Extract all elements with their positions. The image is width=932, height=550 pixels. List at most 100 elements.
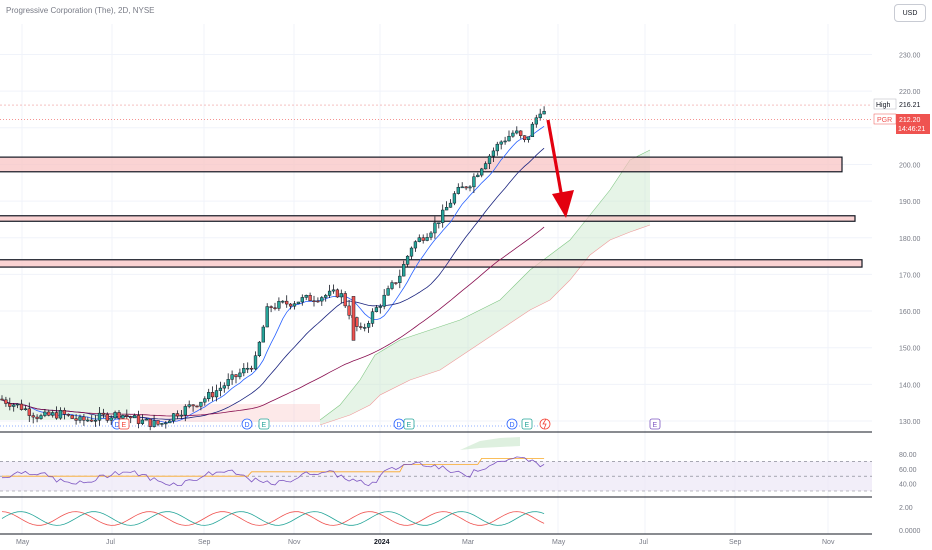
earnings-letter: E [407, 422, 412, 429]
candle-up [292, 303, 297, 307]
candle-up [296, 301, 301, 304]
price-level-lines [0, 104, 872, 427]
ichimoku-cloud [0, 149, 651, 426]
rsi-tick-label: 80.00 [899, 452, 917, 459]
last-price-tag-box [896, 114, 930, 134]
candle-up [187, 404, 191, 407]
candle-up [23, 408, 28, 411]
candle-up [386, 288, 390, 296]
candle-up [405, 255, 410, 265]
candle-up [207, 392, 211, 400]
candle-up [472, 176, 476, 188]
support-zones [0, 156, 863, 268]
candle-up [93, 419, 98, 422]
candle-up [168, 420, 172, 424]
candle-up [515, 130, 519, 134]
candle-up [511, 132, 515, 137]
candle-up [214, 390, 219, 398]
candle-down [316, 300, 320, 303]
candle-down [47, 411, 51, 416]
candle-down [31, 415, 35, 418]
candle-up [43, 411, 47, 416]
candle-up [203, 398, 207, 403]
candle-down [288, 303, 293, 307]
earnings-letter: E [262, 422, 267, 429]
candle-down [347, 305, 351, 316]
arrow-head [552, 190, 574, 218]
candle-down [519, 130, 523, 136]
lightning-icon [542, 418, 547, 430]
candle-down [335, 289, 340, 298]
time-tick-label: May [552, 539, 566, 546]
candle-up [265, 306, 269, 328]
candle-up [238, 372, 242, 378]
price-tags: High 216.21 PGR 212.20 14:46:21 [873, 98, 930, 134]
candle-up [257, 341, 262, 357]
candle-down [312, 300, 316, 302]
ma-fast-line [1, 125, 545, 424]
candle-up [378, 306, 382, 308]
candle-up [327, 290, 332, 296]
time-tick-label: Nov [822, 539, 835, 546]
candle-up [409, 247, 414, 257]
candle-down [210, 392, 215, 398]
down-arrow-annotation [546, 119, 574, 218]
price-tick-label: 160.00 [899, 309, 921, 316]
candle-down [62, 410, 67, 415]
currency-button[interactable]: USD [894, 4, 926, 22]
candle-up [456, 186, 460, 194]
candle-up [246, 367, 250, 370]
rsi-ma-line [2, 458, 545, 477]
price-tick-label: 140.00 [899, 382, 921, 389]
symbol-tag: PGR [877, 117, 892, 124]
dividend-marker [506, 418, 518, 430]
candle-up [152, 420, 156, 427]
time-tick-label: Sep [198, 539, 211, 546]
osc-tick-label: 2.00 [899, 505, 913, 512]
candle-up [253, 355, 258, 370]
earnings-letter: E [122, 422, 127, 429]
candlestick-series [0, 106, 546, 431]
earnings-marker [118, 418, 130, 430]
candle-up [507, 135, 511, 142]
price-tick-label: 130.00 [899, 419, 921, 426]
price-tick-label: 230.00 [899, 53, 921, 60]
candle-down [464, 186, 468, 189]
candle-up [534, 117, 538, 125]
candle-down [394, 282, 398, 284]
candle-up [222, 385, 226, 389]
high-tag-label: High [876, 102, 891, 109]
cloud-fill [320, 150, 650, 425]
candle-down [359, 326, 363, 328]
time-axis: May Jul Sep Nov 2024 Mar May Jul Sep Nov [16, 539, 835, 546]
candle-up [448, 202, 453, 208]
candle-down [249, 367, 254, 370]
rsi-tick-label: 60.00 [899, 467, 917, 474]
candle-up [171, 413, 176, 422]
candle-down [421, 237, 425, 241]
high-tag-value: 216.21 [899, 102, 921, 109]
candle-down [175, 413, 180, 417]
support-zone [0, 259, 863, 268]
candle-up [230, 374, 234, 380]
candle-up [460, 186, 464, 189]
candle-up [526, 136, 531, 140]
candle-up [444, 207, 449, 211]
candle-up [78, 416, 82, 421]
candle-up [164, 422, 168, 425]
candle-up [429, 232, 433, 238]
candle-down [8, 403, 12, 407]
oscillator-pane [1, 511, 545, 526]
rsi-line [1, 456, 545, 487]
candle-down [148, 418, 152, 427]
candle-up [179, 414, 184, 417]
candle-up [58, 410, 63, 419]
earnings-marker [649, 418, 661, 430]
candle-up [425, 237, 429, 241]
earnings-marker [403, 418, 415, 430]
candle-up [304, 295, 308, 298]
candle-down [156, 420, 160, 425]
